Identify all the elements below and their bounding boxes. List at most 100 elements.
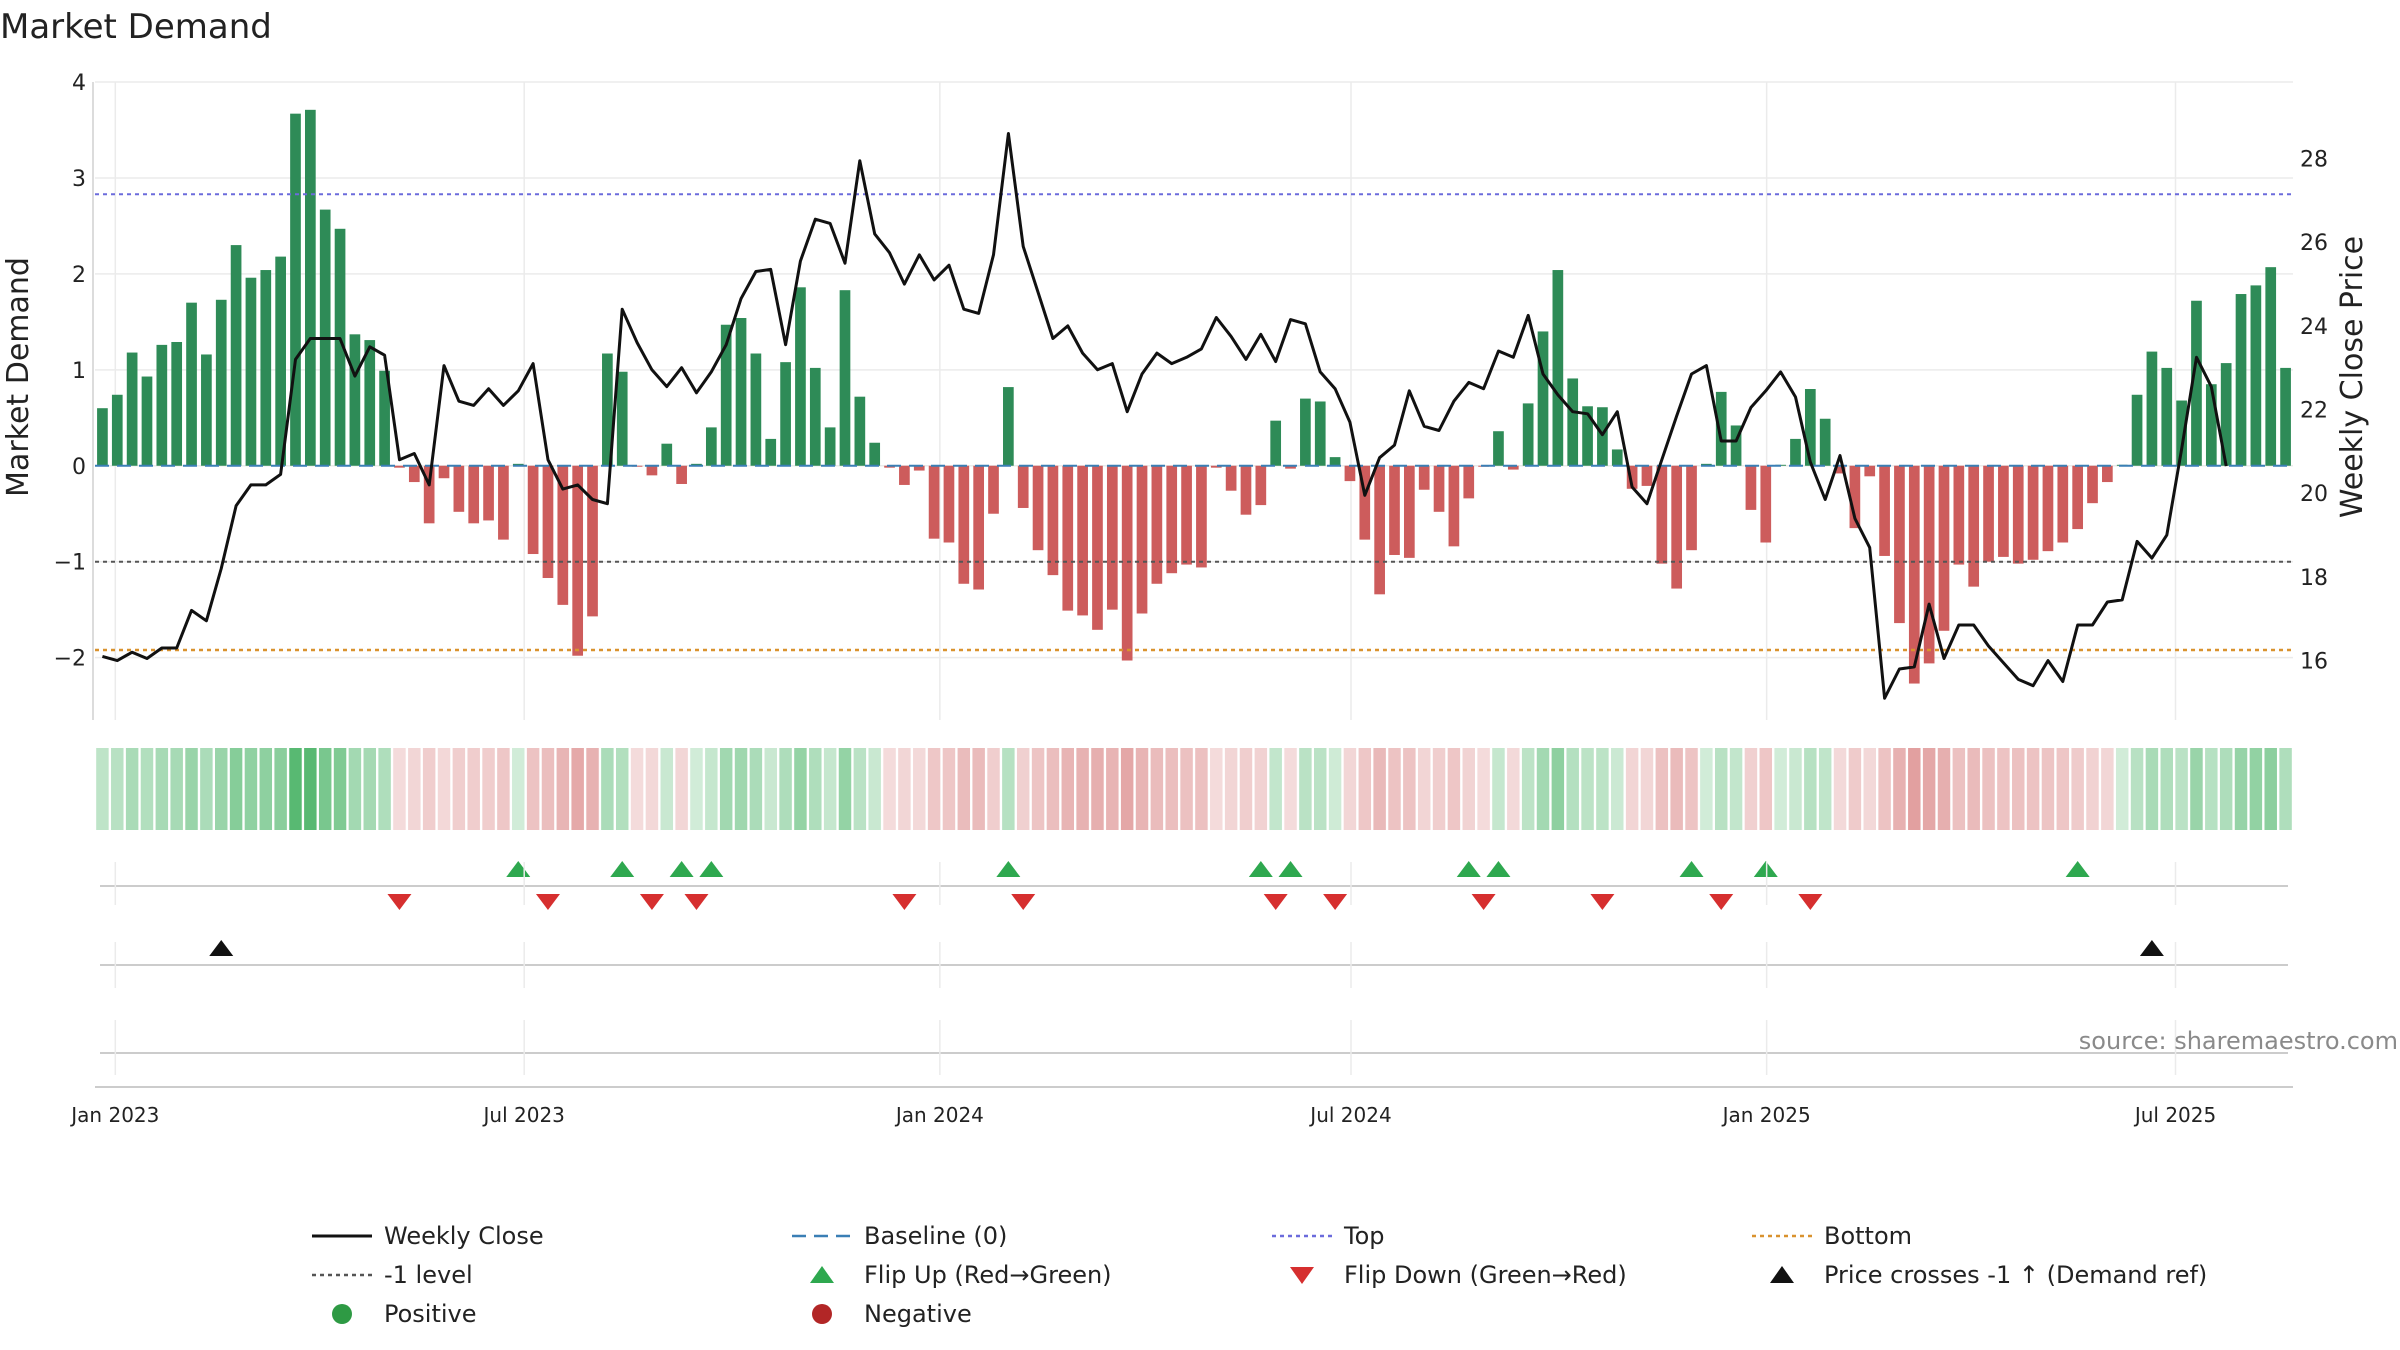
heat-cell [779, 748, 792, 830]
demand-bar [1047, 465, 1059, 576]
demand-bar [1092, 465, 1103, 630]
demand-bar [2012, 465, 2024, 564]
demand-bar [290, 113, 301, 466]
demand-bar [1611, 449, 1623, 466]
demand-bar [809, 367, 821, 466]
heat-cell [1611, 748, 1624, 830]
demand-bar [245, 277, 257, 466]
demand-bar [1894, 465, 1905, 624]
demand-bar [379, 370, 390, 466]
legend: Weekly Close Baseline (0) Top Bottom -1 leve… [312, 1222, 2207, 1328]
demand-bar [1849, 465, 1861, 529]
demand-bar [1136, 465, 1148, 614]
demand-bar [1389, 465, 1400, 555]
flip-down-marker [1323, 894, 1348, 910]
legend-item: Negative [812, 1300, 972, 1328]
heat-cell [913, 748, 926, 830]
heat-cell [1076, 748, 1089, 830]
heat-cell [2234, 748, 2248, 830]
heat-cell [348, 748, 362, 830]
heat-cell [794, 748, 807, 830]
demand-bar [973, 465, 985, 590]
heat-cell [1551, 748, 1565, 830]
heat-cell [2071, 748, 2084, 830]
source-label: source: sharemaestro.com [2079, 1027, 2398, 1055]
demand-bar [1418, 465, 1430, 490]
demand-bar [1641, 465, 1653, 486]
heat-cell [1477, 748, 1490, 830]
legend-item: Top [1272, 1222, 1385, 1250]
demand-bar [304, 109, 316, 466]
legend-item: Baseline (0) [792, 1222, 1007, 1250]
demand-bar [1017, 465, 1029, 508]
demand-bar [661, 443, 673, 466]
heat-cell [1908, 748, 1921, 830]
heat-cell [660, 748, 674, 830]
heat-cell [690, 748, 703, 830]
demand-bar [1730, 425, 1742, 466]
right-tick-label: 26 [2300, 231, 2328, 256]
demand-bar [795, 287, 806, 466]
demand-bar [1938, 465, 1950, 631]
heat-cell [2279, 748, 2292, 830]
demand-bar [1745, 465, 1757, 510]
legend-swatch-dot-marker [812, 1304, 832, 1324]
heat-cell [571, 748, 584, 830]
demand-bar [988, 465, 999, 514]
heat-cell [1269, 748, 1282, 830]
heat-cell [111, 748, 124, 830]
demand-bar [869, 442, 881, 466]
heat-cell [1358, 748, 1372, 830]
y-axis-right-title: Weekly Close Price [2335, 236, 2370, 518]
heat-cell [927, 748, 941, 830]
legend-label: Negative [864, 1300, 972, 1328]
heat-cell [408, 748, 421, 830]
heat-cell [1165, 748, 1178, 830]
demand-bar [705, 427, 717, 466]
date-axis: Jan 2023 Jul 2023 Jan 2024 Jul 2024 Jan 2025… [69, 862, 2216, 1127]
heat-cell [1150, 748, 1164, 830]
demand-bar [557, 465, 569, 605]
demand-bar [1374, 465, 1385, 595]
heat-cell [155, 748, 169, 830]
demand-bar [1225, 465, 1237, 491]
heat-cell [1759, 748, 1773, 830]
demand-bar [1493, 431, 1504, 466]
demand-bar [1804, 389, 1816, 466]
date-tick-label: Jul 2024 [1308, 1103, 1391, 1127]
heat-cell [1804, 748, 1817, 830]
heat-cell [1373, 748, 1386, 830]
legend-swatch-triangle-up [810, 1266, 834, 1283]
weekly-close-line [101, 132, 2228, 700]
date-tick-label: Jan 2023 [69, 1103, 159, 1127]
heat-cell [2026, 748, 2040, 830]
heat-cell [2264, 748, 2277, 830]
flip-down-marker [387, 894, 412, 910]
weekly-close-polyline [101, 132, 2228, 700]
demand-bar [1166, 465, 1178, 574]
demand-bar [364, 340, 376, 466]
demand-bar [423, 465, 435, 524]
price-cross-marker [209, 940, 234, 956]
demand-bar [2235, 294, 2247, 466]
heat-cell [809, 748, 822, 830]
demand-bar [943, 465, 955, 543]
heat-cell [1507, 748, 1520, 830]
heat-cell [645, 748, 659, 830]
heat-cell [868, 748, 881, 830]
heat-cell [1180, 748, 1193, 830]
demand-bar [1062, 465, 1074, 611]
heat-cell [556, 748, 570, 830]
demand-bar [1864, 465, 1876, 477]
demand-bar [1403, 465, 1415, 558]
left-tick-label: 4 [72, 71, 86, 96]
heat-cell [1952, 748, 1966, 830]
heat-cell [1714, 748, 1728, 830]
heat-cell [615, 748, 629, 830]
heat-cell [1685, 748, 1698, 830]
heat-cell [2175, 748, 2188, 830]
demand-bar [1507, 465, 1519, 470]
heat-cell [304, 748, 317, 830]
heat-cell [229, 748, 243, 830]
heat-cell [838, 748, 852, 830]
